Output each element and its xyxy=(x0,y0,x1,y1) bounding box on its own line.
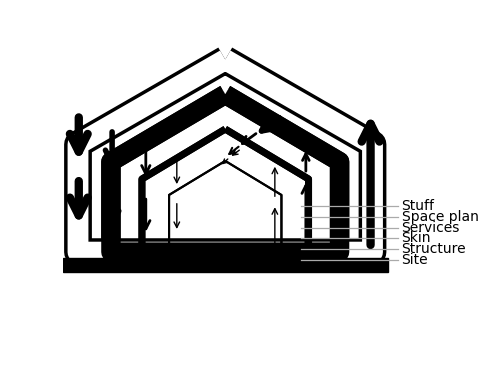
Text: Skin: Skin xyxy=(402,231,431,245)
Text: Site: Site xyxy=(402,253,428,267)
Text: Services: Services xyxy=(402,220,460,235)
Text: Structure: Structure xyxy=(402,242,466,256)
Bar xyxy=(62,258,388,272)
Text: Stuff: Stuff xyxy=(402,199,434,213)
Text: Space plan: Space plan xyxy=(402,209,478,223)
